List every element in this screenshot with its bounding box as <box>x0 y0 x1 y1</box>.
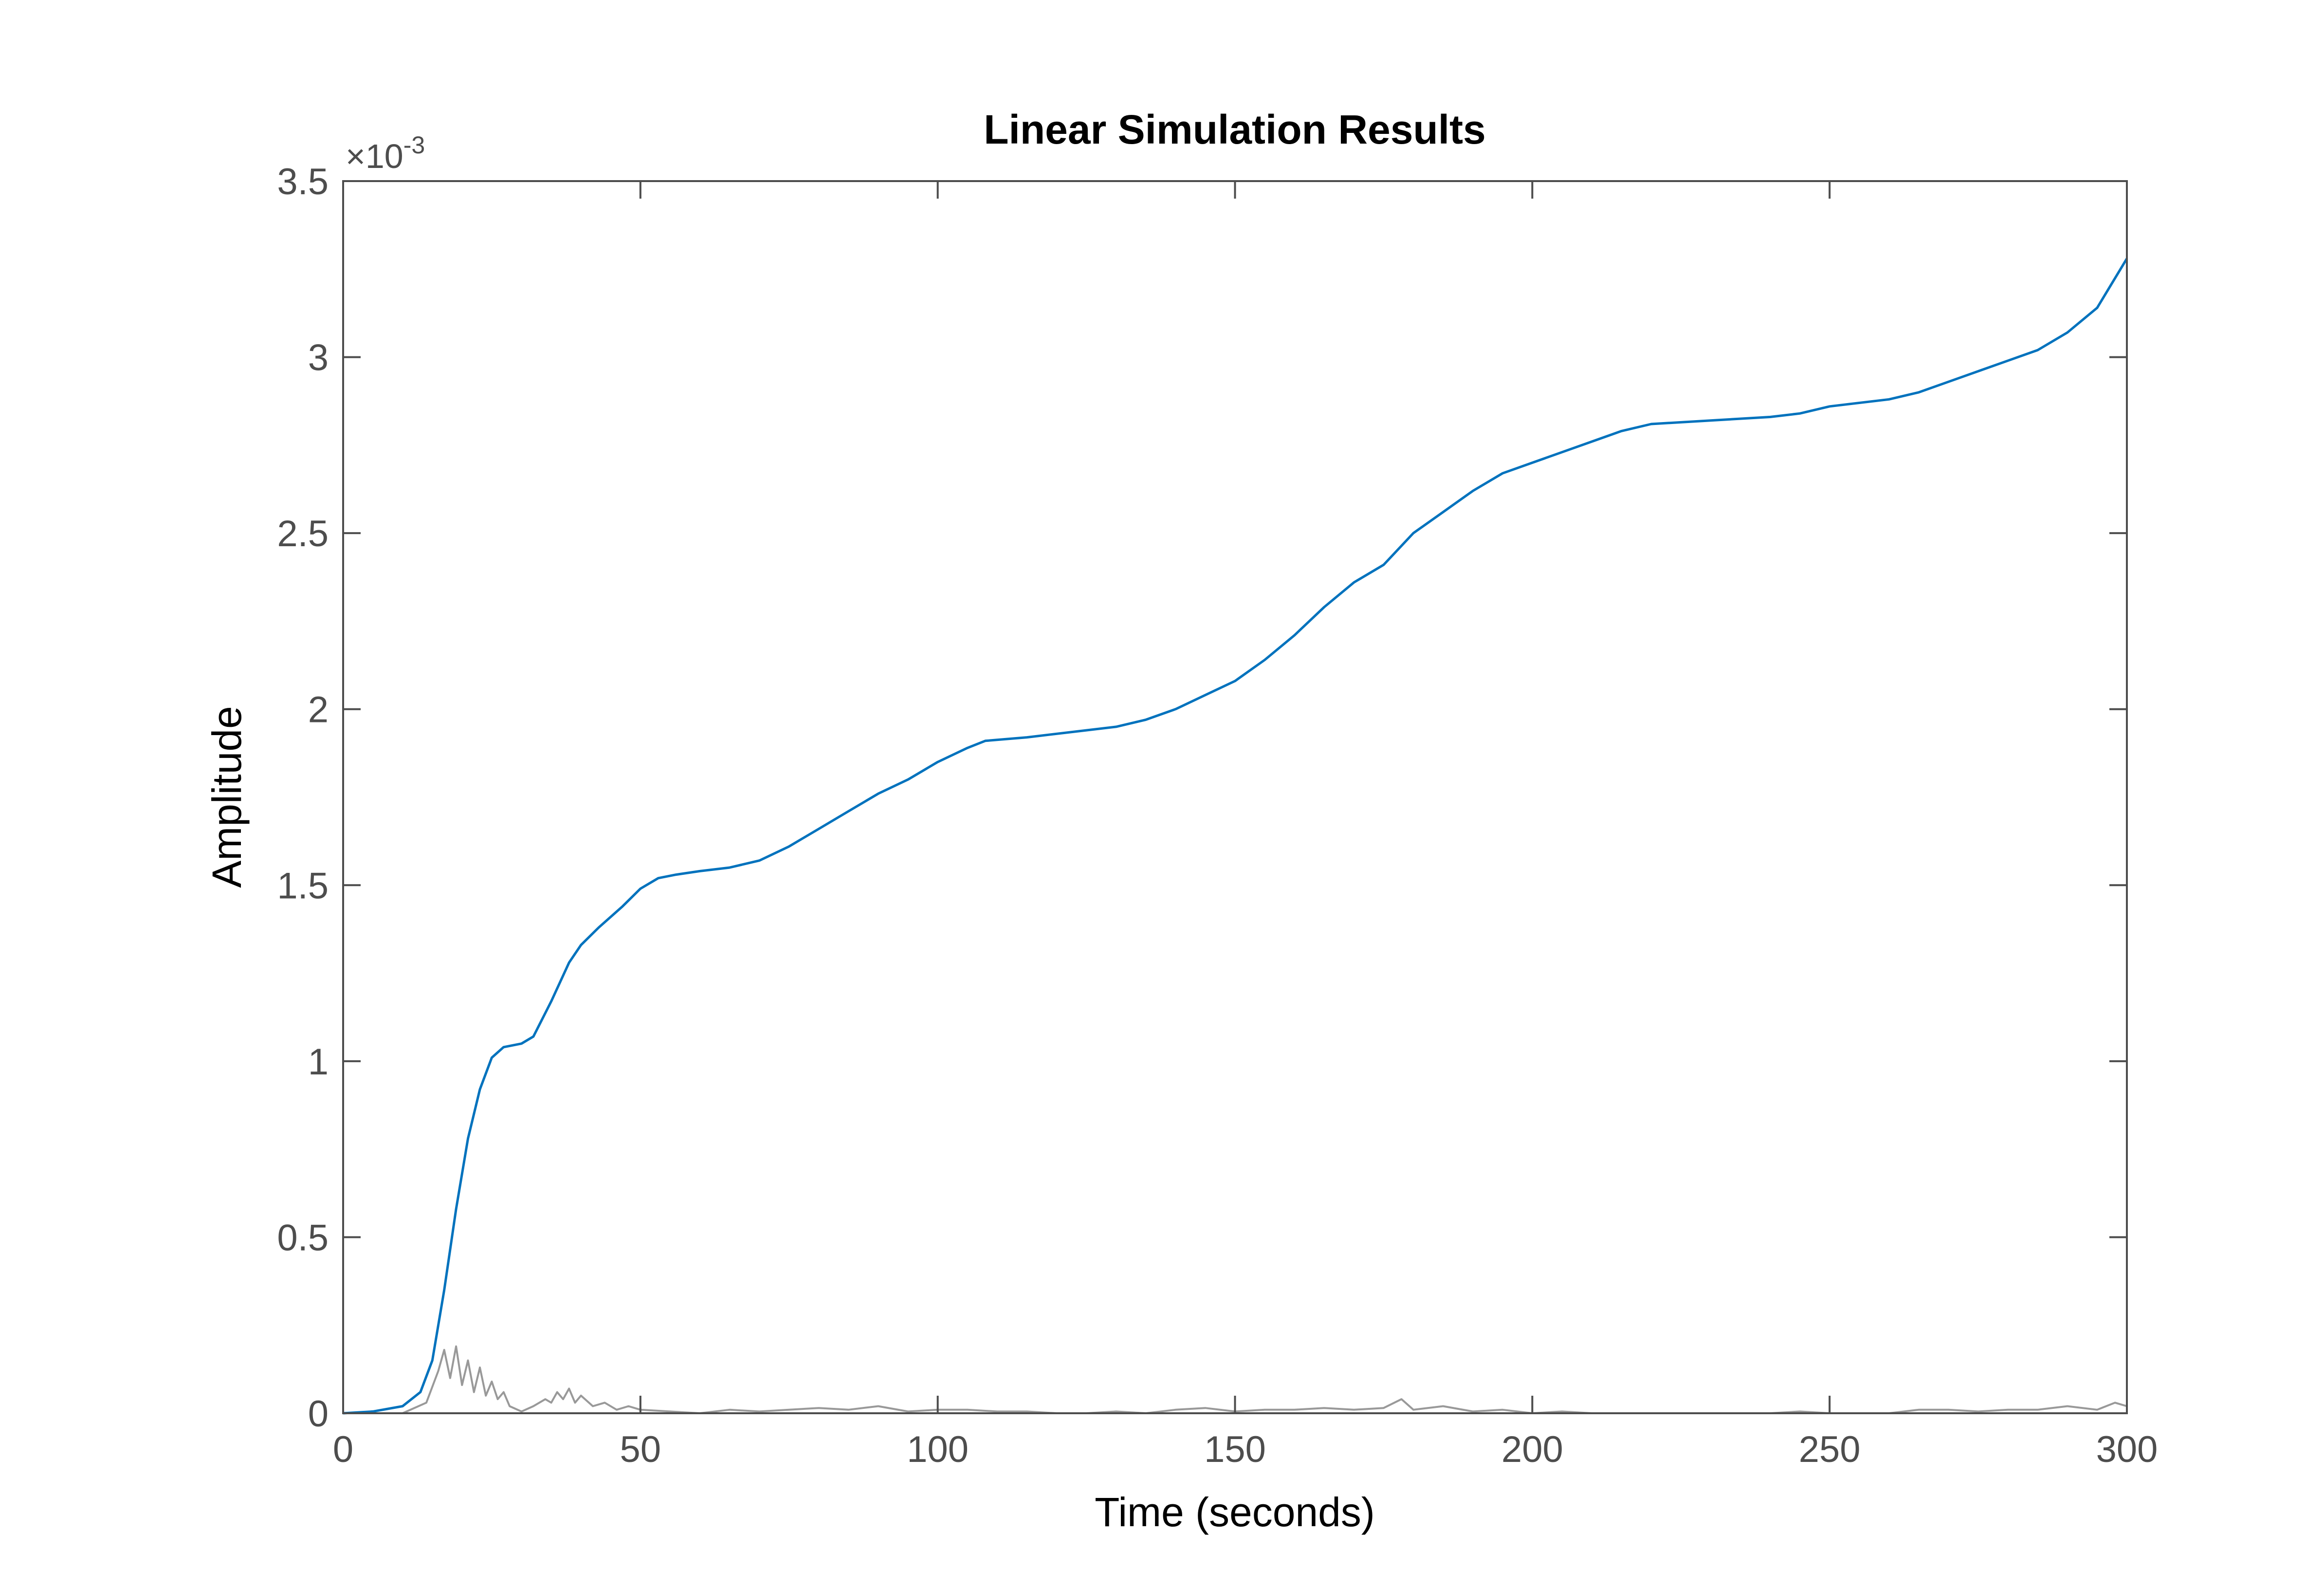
y-axis-label: Amplitude <box>204 706 250 888</box>
x-axis-label: Time (seconds) <box>1095 1489 1375 1535</box>
y-exponent-power: -3 <box>403 131 425 159</box>
y-tick-label: 1.5 <box>277 865 329 906</box>
x-tick-label: 250 <box>1799 1429 1861 1470</box>
x-tick-label: 0 <box>333 1429 353 1470</box>
x-tick-label: 300 <box>2096 1429 2158 1470</box>
x-tick-label: 100 <box>907 1429 969 1470</box>
x-axis-ticks: 0 50 100 150 200 250 300 <box>333 181 2158 1470</box>
y-tick-label: 0 <box>308 1393 329 1435</box>
y-exponent-label: ×10-3 <box>346 131 425 175</box>
y-tick-label: 1 <box>308 1041 329 1083</box>
y-axis-ticks: 0 0.5 1 1.5 2 2.5 3 3.5 <box>277 161 2127 1435</box>
x-tick-label: 150 <box>1204 1429 1266 1470</box>
y-exponent-times: ×10 <box>346 137 403 175</box>
y-tick-label: 0.5 <box>277 1217 329 1258</box>
y-tick-label: 3 <box>308 337 329 379</box>
y-tick-label: 2.5 <box>277 513 329 554</box>
y-tick-label: 3.5 <box>277 161 329 203</box>
y-tick-label: 2 <box>308 689 329 731</box>
plot-area <box>343 181 2127 1413</box>
x-tick-label: 50 <box>620 1429 661 1470</box>
response-series-line <box>343 258 2128 1415</box>
x-tick-label: 200 <box>1501 1429 1563 1470</box>
chart-title: Linear Simulation Results <box>984 107 1486 152</box>
